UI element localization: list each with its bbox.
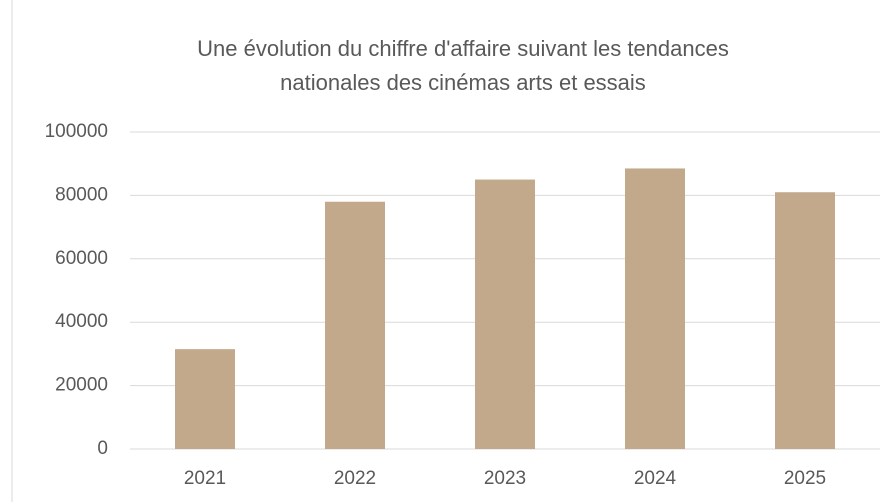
bar xyxy=(175,349,235,449)
y-tick-label: 60000 xyxy=(55,248,108,269)
chart-title: nationales des cinémas arts et essais xyxy=(280,70,646,95)
bar xyxy=(625,168,685,449)
y-tick-label: 0 xyxy=(97,438,108,459)
y-tick-label: 80000 xyxy=(55,184,108,205)
bar xyxy=(475,179,535,450)
bar xyxy=(325,201,385,449)
x-tick-label: 2023 xyxy=(484,468,526,489)
x-tick-label: 2025 xyxy=(784,468,826,489)
x-tick-label: 2024 xyxy=(634,468,677,489)
chart-title: Une évolution du chiffre d'affaire suiva… xyxy=(197,36,729,61)
x-tick-label: 2021 xyxy=(184,468,226,489)
bar xyxy=(775,192,835,450)
y-tick-label: 40000 xyxy=(55,311,108,332)
x-tick-label: 2022 xyxy=(334,468,376,489)
y-tick-label: 100000 xyxy=(45,121,108,142)
y-tick-label: 20000 xyxy=(55,375,108,396)
